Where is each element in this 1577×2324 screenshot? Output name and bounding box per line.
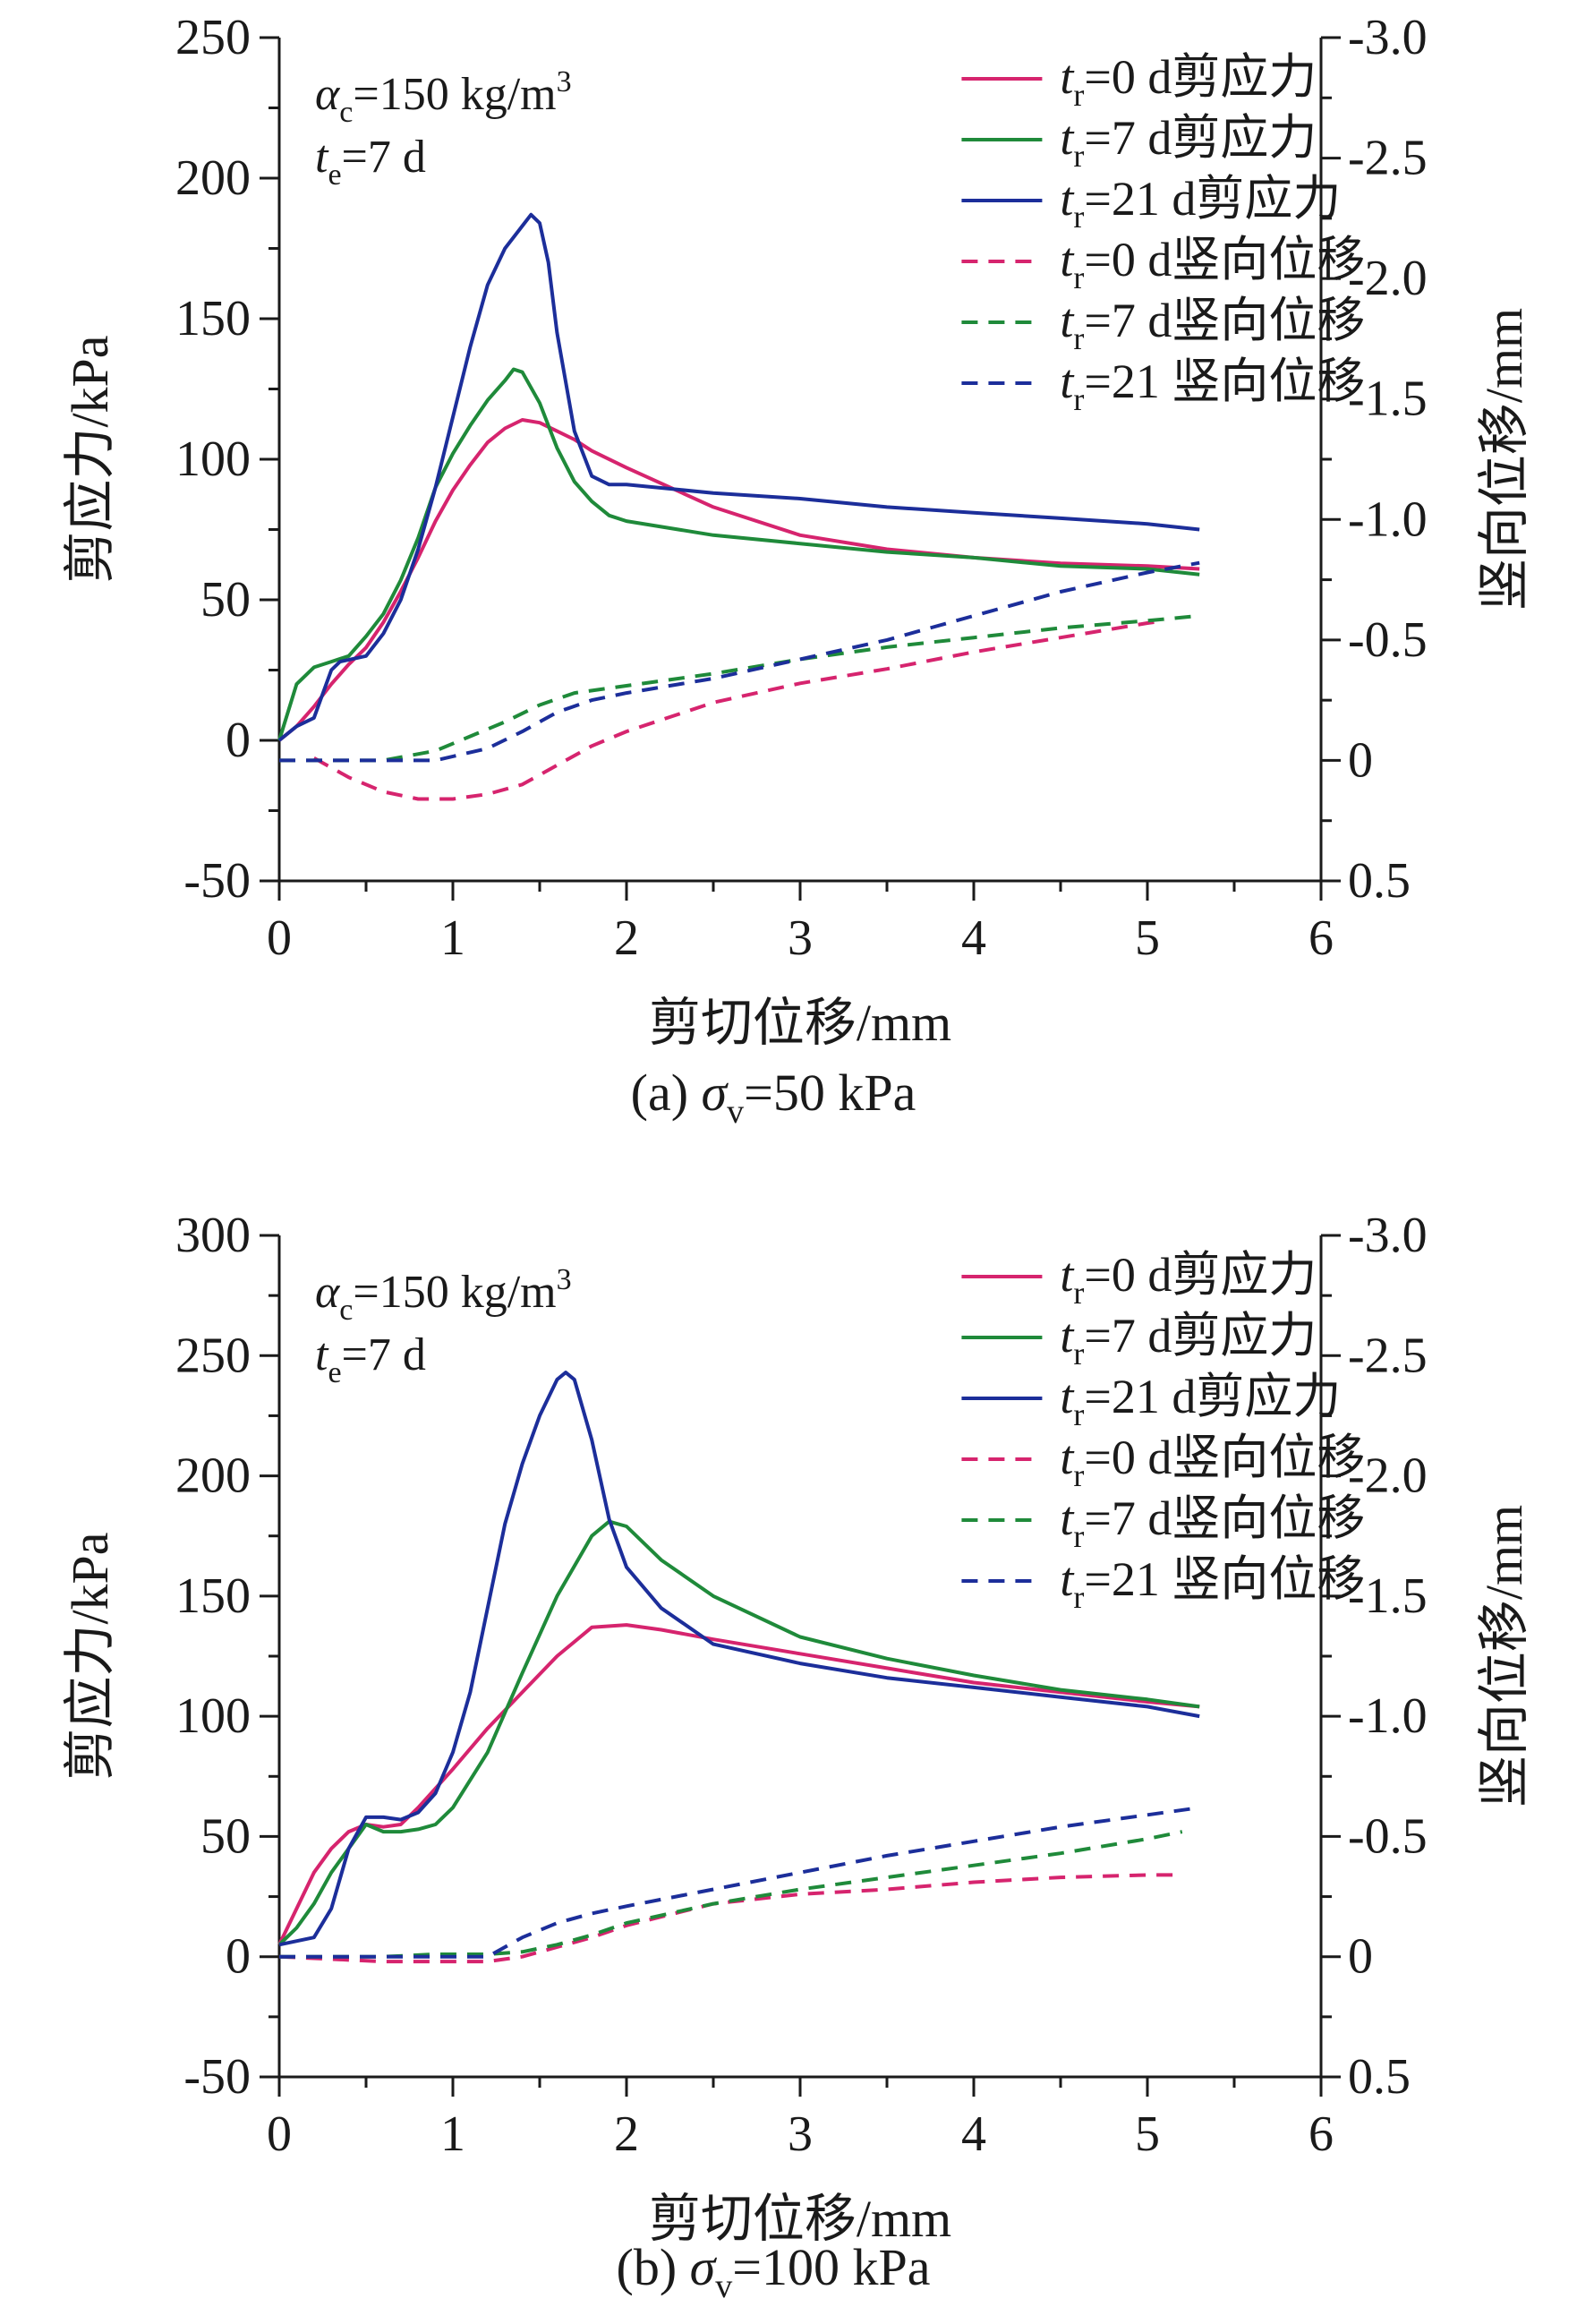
y-tick-label: 150 (175, 291, 251, 346)
legend-label: tr=7 d竖向位移 (1060, 294, 1365, 356)
y2-tick-label: -2.5 (1348, 131, 1428, 186)
legend-label: tr=7 d剪应力 (1060, 111, 1317, 174)
y2-tick-label: -2.5 (1348, 1328, 1428, 1383)
y2-tick-label: -0.5 (1348, 1808, 1428, 1864)
y2-tick-label: 0.5 (1348, 2049, 1411, 2105)
y-tick-label: 300 (175, 1208, 251, 1263)
x-tick-label: 3 (788, 2106, 813, 2162)
y-axis-title: 剪应力/kPa (61, 1532, 119, 1780)
x-tick-label: 6 (1308, 2106, 1334, 2162)
legend-label: tr=0 d竖向位移 (1060, 233, 1365, 295)
legend-label: tr=0 d竖向位移 (1060, 1431, 1365, 1493)
y2-tick-label: -0.5 (1348, 612, 1428, 668)
x-axis-title: 剪切位移/mm (649, 994, 951, 1052)
y2-tick-label: 0 (1348, 1929, 1373, 1985)
annotation-density: αc=150 kg/m3 (315, 1263, 572, 1327)
series-line-3 (277, 212, 1200, 742)
x-tick-label: 2 (614, 2106, 639, 2162)
series-line-4 (312, 619, 1165, 801)
legend-label: tr=0 d剪应力 (1060, 50, 1317, 113)
panel-caption: (a) σv=50 kPa (631, 1064, 916, 1131)
y-tick-label: 50 (200, 572, 251, 628)
series-line-2 (277, 367, 1200, 741)
y2-tick-label: -1.5 (1348, 1568, 1428, 1624)
chart-panel-b: 0 1 2 3 4 5 6 -50 0 50 100 150 200 250 300 0.5 0 -0.5 -1.0… (61, 1208, 1533, 2305)
y-tick-label: 100 (175, 431, 251, 487)
legend-label: tr=7 d剪应力 (1060, 1309, 1317, 1371)
x-tick-label: 1 (440, 2106, 465, 2162)
x-tick-label: 5 (1135, 2106, 1160, 2162)
x-tick-label: 5 (1135, 910, 1160, 966)
series-line-6 (279, 560, 1200, 763)
y-tick-label: 0 (226, 713, 251, 768)
legend-label: tr=7 d竖向位移 (1060, 1491, 1365, 1554)
y-tick-label: -50 (183, 853, 251, 909)
y2-tick-label: -2.0 (1348, 251, 1428, 306)
y-tick-label: 100 (175, 1688, 251, 1744)
x-tick-label: 3 (788, 910, 813, 966)
legend-label: tr=0 d剪应力 (1060, 1248, 1317, 1311)
legend-label: tr=21 竖向位移 (1060, 355, 1365, 417)
x-tick-label: 1 (440, 910, 465, 966)
y-tick-label: 250 (175, 1328, 251, 1383)
x-tick-label: 4 (961, 2106, 986, 2162)
y-tick-label: 0 (226, 1929, 251, 1985)
x-tick-label: 0 (267, 2106, 292, 2162)
series-line-1 (277, 418, 1200, 742)
legend-label: tr=21 d剪应力 (1060, 1370, 1341, 1432)
annotation-age: te=7 d (315, 1329, 426, 1389)
y-axis-title: 剪应力/kPa (61, 335, 119, 583)
y-tick-label: 200 (175, 1448, 251, 1504)
y-tick-label: 150 (175, 1568, 251, 1624)
series-line-6 (279, 1806, 1200, 1959)
annotation-age: te=7 d (315, 132, 426, 192)
y2-tick-label: -1.5 (1348, 372, 1428, 427)
y2-tick-label: -3.0 (1348, 10, 1428, 65)
series-line-1 (277, 1623, 1200, 1946)
y2-tick-label: -2.0 (1348, 1448, 1428, 1504)
y2-axis-title: 竖向位移/mm (1475, 308, 1533, 611)
y2-tick-label: -3.0 (1348, 1208, 1428, 1263)
series-line-3 (278, 1371, 1200, 1947)
panel-caption: (b) σv=100 kPa (617, 2238, 931, 2305)
series-line-4 (278, 1873, 1182, 1964)
x-tick-label: 6 (1308, 910, 1334, 966)
series-line-5 (279, 1830, 1183, 1959)
x-tick-label: 0 (267, 910, 292, 966)
y2-tick-label: -1.0 (1348, 491, 1428, 547)
legend-label: tr=21 竖向位移 (1060, 1552, 1365, 1615)
y2-axis-title: 竖向位移/mm (1475, 1505, 1533, 1807)
annotation-density: αc=150 kg/m3 (315, 65, 572, 129)
y2-tick-label: 0.5 (1348, 853, 1411, 909)
y-tick-label: 200 (175, 150, 251, 206)
chart-panel-a: 0 1 2 3 4 5 6 -50 0 50 100 150 200 250 0.5 0 -0.5 -1.0 -1.… (61, 10, 1533, 1131)
series-line-5 (279, 613, 1200, 763)
y-tick-label: -50 (183, 2049, 251, 2105)
y2-tick-label: -1.0 (1348, 1688, 1428, 1744)
x-tick-label: 4 (961, 910, 986, 966)
y2-tick-label: 0 (1348, 732, 1373, 788)
legend-label: tr=21 d剪应力 (1060, 172, 1341, 235)
x-axis-title: 剪切位移/mm (649, 2190, 951, 2248)
x-tick-label: 2 (614, 910, 639, 966)
y-tick-label: 250 (175, 10, 251, 65)
y-tick-label: 50 (200, 1808, 251, 1864)
